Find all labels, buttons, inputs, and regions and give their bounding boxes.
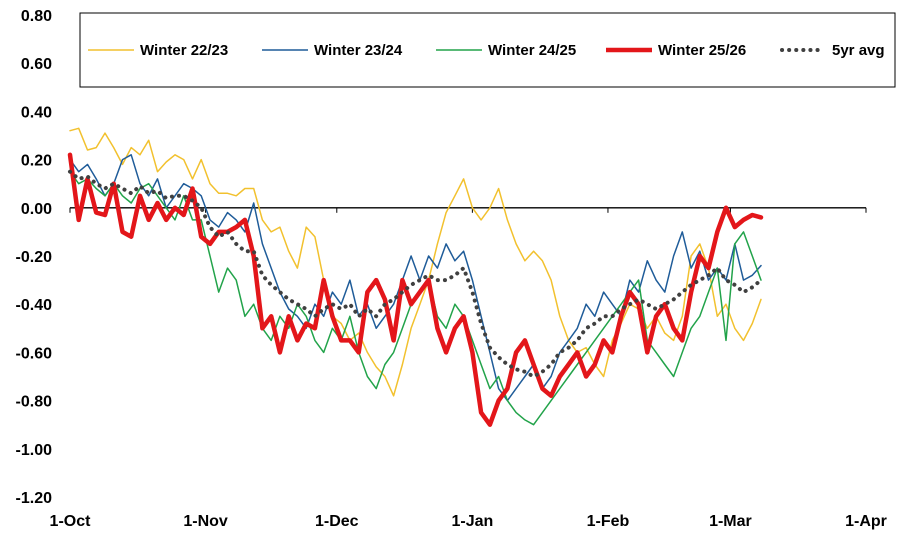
- series-line-winter-23-24: [69, 154, 762, 402]
- legend-label: 5yr avg: [832, 42, 885, 59]
- y-tick-label: 0.40: [21, 104, 52, 121]
- y-tick-label: 0.00: [21, 201, 52, 218]
- series-line-winter-22-23: [69, 127, 762, 397]
- x-tick-label: 1-Mar: [709, 513, 752, 530]
- x-tick-label: 1-Dec: [315, 513, 359, 530]
- y-tick-label: -0.20: [16, 249, 53, 266]
- x-tick-label: 1-Nov: [183, 513, 228, 530]
- x-tick-label: 1-Apr: [845, 513, 887, 530]
- series-line-winter-25-26: [67, 152, 764, 427]
- x-tick-label: 1-Feb: [587, 513, 630, 530]
- y-tick-label: 0.60: [21, 56, 52, 73]
- y-tick-label: -0.60: [16, 345, 53, 362]
- y-tick-label: -0.80: [16, 394, 53, 411]
- legend-label: Winter 24/25: [488, 42, 576, 59]
- legend-label: Winter 22/23: [140, 42, 228, 59]
- y-tick-label: -0.40: [16, 297, 53, 314]
- series-line-5yr-avg: [68, 169, 763, 379]
- y-tick-label: -1.00: [16, 442, 53, 459]
- y-tick-label: -1.20: [16, 490, 53, 507]
- legend-label: Winter 25/26: [658, 42, 746, 59]
- legend: Winter 22/23 Winter 23/24 Winter 24/25 Wint…: [88, 42, 885, 59]
- x-tick-label: 1-Oct: [50, 513, 92, 530]
- x-tick-label: 1-Jan: [451, 513, 493, 530]
- x-axis-tick-labels: 1-Oct 1-Nov 1-Dec 1-Jan 1-Feb 1-Mar 1-Apr: [50, 513, 887, 530]
- y-tick-label: 0.20: [21, 153, 52, 170]
- y-axis-tick-labels: 0.80 0.60 0.40 0.20 0.00 -0.20 -0.40 -0.60 -0.80…: [16, 8, 53, 507]
- series-layer: [67, 127, 764, 427]
- legend-label: Winter 23/24: [314, 42, 403, 59]
- y-tick-label: 0.80: [21, 8, 52, 25]
- legend-box: [79, 12, 896, 88]
